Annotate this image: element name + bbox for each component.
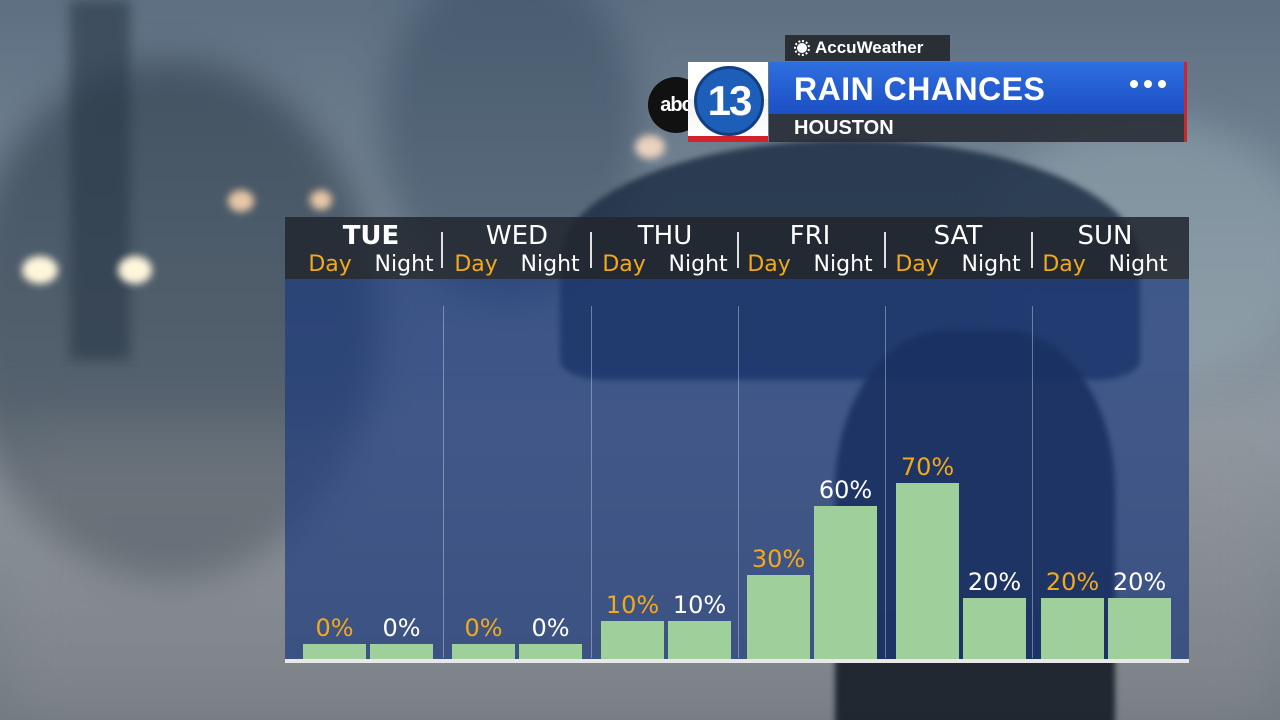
bar-day-fri xyxy=(747,575,810,660)
header-divider xyxy=(1031,232,1033,268)
day-label: Day xyxy=(308,252,352,277)
day-header-thu: THU Day Night xyxy=(591,221,739,279)
value-label: 30% xyxy=(752,545,805,573)
night-label: Night xyxy=(961,252,1021,277)
header-divider xyxy=(590,232,592,268)
value-label: 20% xyxy=(968,568,1021,596)
header-divider xyxy=(737,232,739,268)
value-label: 60% xyxy=(819,476,872,504)
bar-day-wed xyxy=(452,644,515,660)
day-name: THU xyxy=(637,221,693,251)
provider-name: AccuWeather xyxy=(815,38,924,57)
location-bar: HOUSTON xyxy=(769,114,1187,142)
value-label: 0% xyxy=(464,614,502,642)
value-label: 0% xyxy=(531,614,569,642)
value-label: 10% xyxy=(606,591,659,619)
bar-night-tue xyxy=(370,644,433,660)
bar-day-sat xyxy=(896,483,959,660)
header-divider xyxy=(441,232,443,268)
value-label: 70% xyxy=(901,453,954,481)
bar-night-sun xyxy=(1108,598,1171,660)
sun-icon xyxy=(794,40,810,56)
value-label: 20% xyxy=(1046,568,1099,596)
bar-day-tue xyxy=(303,644,366,660)
day-divider xyxy=(591,306,592,658)
day-header-tue: TUE Day Night xyxy=(297,221,445,279)
night-label: Night xyxy=(1108,252,1168,277)
channel-logo: 13 xyxy=(688,62,768,142)
chart-baseline xyxy=(285,659,1189,663)
night-label: Night xyxy=(520,252,580,277)
location-label: HOUSTON xyxy=(794,117,894,139)
night-label: Night xyxy=(374,252,434,277)
bar-day-sun xyxy=(1041,598,1104,660)
accuweather-badge: AccuWeather xyxy=(785,35,950,61)
title-bar: RAIN CHANCES xyxy=(769,62,1187,114)
day-label: Day xyxy=(895,252,939,277)
value-label: 10% xyxy=(673,591,726,619)
day-name: WED xyxy=(485,221,549,251)
day-label: Day xyxy=(1042,252,1086,277)
header-divider xyxy=(884,232,886,268)
more-dots-icon xyxy=(1130,80,1166,88)
day-header-wed: WED Day Night xyxy=(443,221,591,279)
bar-night-wed xyxy=(519,644,582,660)
bar-night-fri xyxy=(814,506,877,660)
day-label: Day xyxy=(747,252,791,277)
day-name: SAT xyxy=(933,221,983,251)
day-name: TUE xyxy=(342,221,400,251)
value-label: 0% xyxy=(382,614,420,642)
bar-night-thu xyxy=(668,621,731,660)
day-divider xyxy=(1032,306,1033,658)
bar-day-thu xyxy=(601,621,664,660)
day-label: Day xyxy=(454,252,498,277)
day-name: FRI xyxy=(789,221,831,251)
day-header-sat: SAT Day Night xyxy=(884,221,1032,279)
value-label: 20% xyxy=(1113,568,1166,596)
night-label: Night xyxy=(668,252,728,277)
chart-panel xyxy=(285,279,1189,663)
channel-number: 13 xyxy=(694,66,764,136)
value-label: 0% xyxy=(315,614,353,642)
day-header-sun: SUN Day Night xyxy=(1031,221,1179,279)
bar-night-sat xyxy=(963,598,1026,660)
night-label: Night xyxy=(813,252,873,277)
chart-title: RAIN CHANCES xyxy=(794,71,1046,107)
day-label: Day xyxy=(602,252,646,277)
day-divider xyxy=(885,306,886,658)
day-header-fri: FRI Day Night xyxy=(736,221,884,279)
day-name: SUN xyxy=(1077,221,1133,251)
day-divider xyxy=(443,306,444,658)
day-divider xyxy=(738,306,739,658)
